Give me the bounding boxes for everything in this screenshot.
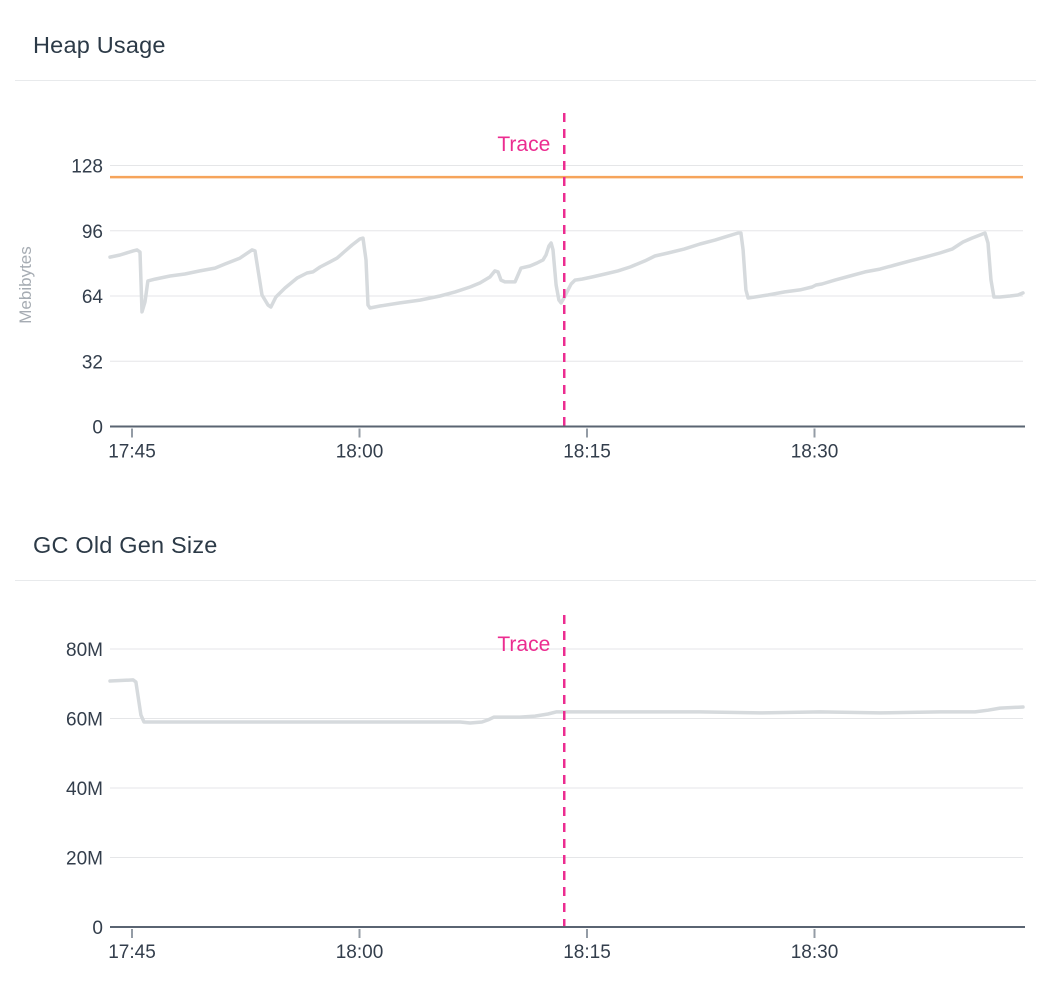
- gc-old-gen-chart[interactable]: Trace 17:45 18:00 18:15 18:30 0 20M 40M 60M 80M: [0, 600, 1050, 988]
- section-divider: [15, 580, 1036, 581]
- y-tick-label: 40M: [66, 779, 103, 800]
- x-tick-label: 18:00: [336, 942, 384, 963]
- y-axis-title: Mebibytes: [16, 246, 35, 323]
- chart-title-gc-old-gen: GC Old Gen Size: [33, 532, 218, 558]
- y-tick-label: 60M: [66, 710, 103, 731]
- x-tick-label: 18:15: [563, 442, 611, 463]
- heap-usage-series-line: [108, 231, 1025, 314]
- y-tick-label: 128: [71, 157, 103, 178]
- y-tick-label: 64: [82, 287, 104, 308]
- trace-label: Trace: [497, 133, 550, 156]
- trace-label: Trace: [497, 633, 550, 656]
- y-tick-label: 80M: [66, 640, 103, 661]
- y-tick-label: 20M: [66, 849, 103, 870]
- x-tick-label: 17:45: [108, 442, 156, 463]
- chart-title-heap-usage: Heap Usage: [33, 32, 166, 58]
- y-tick-label: 96: [82, 222, 103, 243]
- heap-usage-chart[interactable]: Trace 17:45 18:00 18:15 18:30 0 32 64 96 128 Mebib…: [0, 100, 1050, 470]
- x-tick-label: 18:30: [791, 942, 839, 963]
- y-tick-label: 0: [92, 418, 103, 439]
- x-tick-label: 18:15: [563, 942, 611, 963]
- gc-old-gen-size-series-line: [108, 678, 1025, 725]
- x-tick-label: 17:45: [108, 942, 156, 963]
- x-tick-label: 18:30: [791, 442, 839, 463]
- x-tick-label: 18:00: [336, 442, 384, 463]
- y-tick-label: 0: [92, 918, 103, 939]
- section-divider: [15, 80, 1036, 81]
- y-tick-label: 32: [82, 352, 103, 373]
